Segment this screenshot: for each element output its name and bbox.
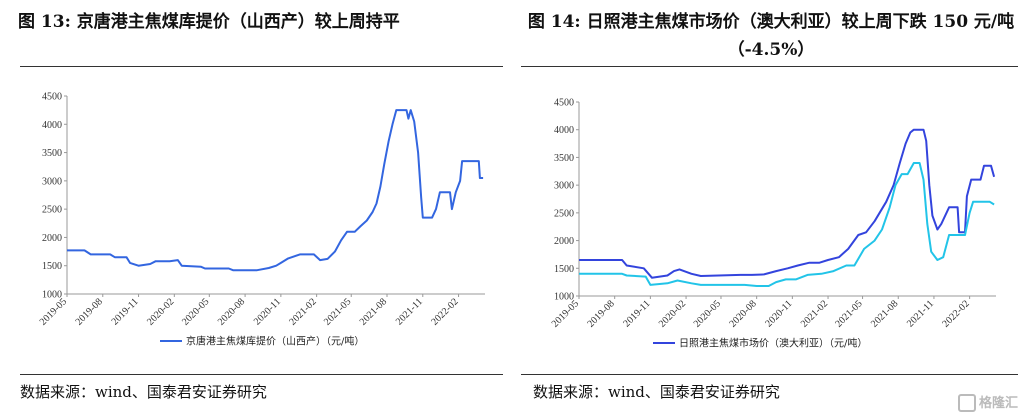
y-tick-label: 4000 <box>554 125 574 136</box>
x-tick-label: 2020-11 <box>763 298 794 329</box>
data-source-note: 数据来源：wind、国泰君安证券研究 <box>20 383 267 401</box>
y-tick-label: 3500 <box>554 153 574 164</box>
title-divider <box>521 66 1018 67</box>
y-tick-label: 4500 <box>554 98 574 109</box>
x-tick-label: 2020-11 <box>252 296 283 327</box>
chart-title: 图 13: 京唐港主焦煤库提价（山西产）较上周持平 <box>18 12 400 32</box>
y-tick-label: 2500 <box>42 205 62 216</box>
title-divider <box>20 66 503 67</box>
x-tick-label: 2022-02 <box>429 296 460 327</box>
x-tick-label: 2021-11 <box>394 296 425 327</box>
chart-panel-1: 图 13: 京唐港主焦煤库提价（山西产）较上周持平 1000 1500 2000 25… <box>18 12 503 401</box>
y-tick-label: 1500 <box>42 261 62 272</box>
logo-icon <box>957 394 976 412</box>
y-tick-label: 2000 <box>42 233 62 244</box>
x-tick-label: 2019-11 <box>110 296 141 327</box>
x-tick-label: 2021-05 <box>322 296 353 327</box>
x-tick-label: 2019-08 <box>74 296 105 327</box>
x-tick-label: 2019-05 <box>38 296 69 327</box>
x-tick-label: 2021-11 <box>905 298 936 329</box>
y-tick-label: 3000 <box>42 176 62 187</box>
x-tick-label: 2020-02 <box>145 296 176 327</box>
source-divider <box>521 374 1018 375</box>
y-tick-label: 4500 <box>42 92 62 103</box>
legend-label: 京唐港主焦煤库提价（山西产）（元/吨） <box>186 335 364 348</box>
legend-label: 日照港主焦煤市场价（澳大利亚）（元/吨） <box>679 337 867 350</box>
x-tick-label: 2020-08 <box>216 296 247 327</box>
x-tick-label: 2020-05 <box>180 296 211 327</box>
y-tick-label: 3000 <box>554 181 574 192</box>
y-tick-label: 1500 <box>554 264 574 275</box>
x-tick-label: 2020-08 <box>727 298 758 329</box>
x-tick-label: 2020-02 <box>657 298 688 329</box>
series-line-0 <box>67 109 484 272</box>
y-tick-label: 2000 <box>554 236 574 247</box>
y-tick-label: 3500 <box>42 148 62 159</box>
chart-title: 图 14: 日照港主焦煤市场价（澳大利亚）较上周下跌 150 元/吨（-4.5%… <box>527 12 1015 60</box>
y-tick-label: 1000 <box>42 290 62 301</box>
x-tick-label: 2022-02 <box>940 298 971 329</box>
x-tick-label: 2019-11 <box>621 298 652 329</box>
x-tick-label: 2020-05 <box>692 298 723 329</box>
source-divider <box>20 374 503 375</box>
x-tick-label: 2021-05 <box>833 298 864 329</box>
x-tick-label: 2021-08 <box>358 296 389 327</box>
data-source-note: 数据来源：wind、国泰君安证券研究 <box>533 383 780 401</box>
x-tick-label: 2019-08 <box>585 298 616 329</box>
x-tick-label: 2021-02 <box>799 298 830 329</box>
x-tick-label: 2021-02 <box>287 296 318 327</box>
x-tick-label: 2021-08 <box>869 298 900 329</box>
watermark-text: 格隆汇 <box>978 395 1018 411</box>
x-tick-label: 2019-05 <box>550 298 581 329</box>
y-tick-label: 4000 <box>42 120 62 131</box>
series-line-1 <box>579 162 995 287</box>
watermark-logo: 格隆汇 <box>957 392 1018 412</box>
y-tick-label: 2500 <box>554 208 574 219</box>
y-tick-label: 1000 <box>554 292 574 303</box>
chart-panel-2: 图 14: 日照港主焦煤市场价（澳大利亚）较上周下跌 150 元/吨（-4.5%… <box>513 0 1026 418</box>
series-line-0 <box>579 128 996 279</box>
